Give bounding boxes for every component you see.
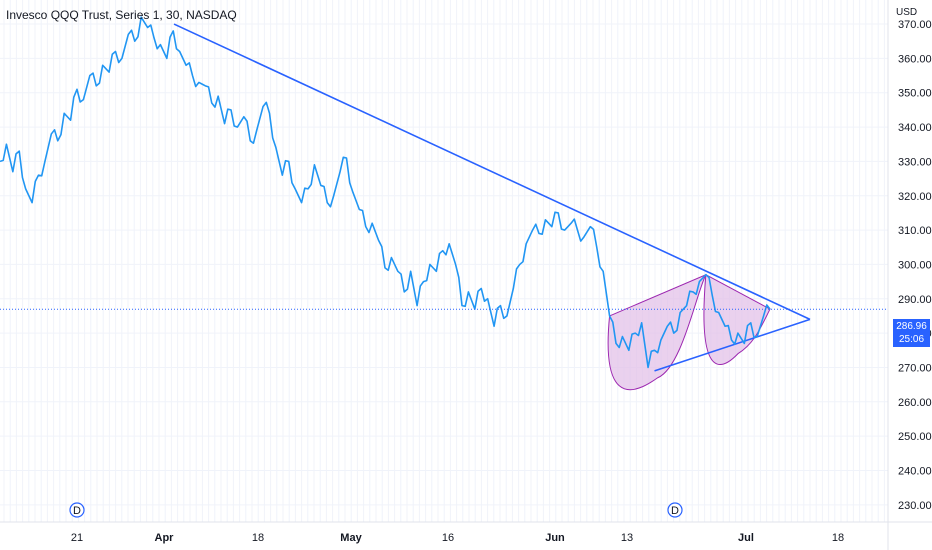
trendline-support[interactable] xyxy=(654,318,811,372)
dividend-marker-label: D xyxy=(73,505,81,517)
bar-countdown: 25:06 xyxy=(898,334,925,345)
y-tick-label: 350.00 xyxy=(898,88,932,100)
y-tick-label: 270.00 xyxy=(898,362,932,374)
dividend-marker[interactable] xyxy=(667,502,683,518)
dividend-marker[interactable] xyxy=(69,502,85,518)
y-tick-label: 250.00 xyxy=(898,431,932,443)
x-tick-label: Jul xyxy=(738,532,754,544)
last-price-value: 286.96 xyxy=(896,321,927,332)
y-tick-label: 340.00 xyxy=(898,122,932,134)
y-tick-label: 310.00 xyxy=(898,225,932,237)
y-tick-label: 300.00 xyxy=(898,259,932,271)
x-tick-label: Jun xyxy=(545,532,565,544)
y-tick-label: 290.00 xyxy=(898,294,932,306)
time-axis-tick-labels: 21 Apr 18 May 16 Jun 13 Jul 18 xyxy=(71,532,844,544)
cup-pattern[interactable] xyxy=(607,273,707,391)
x-tick-label: Apr xyxy=(155,532,175,544)
y-tick-label: 330.00 xyxy=(898,156,932,168)
y-tick-label: 320.00 xyxy=(898,191,932,203)
symbol-title: Invesco QQQ Trust, Series 1, 30, NASDAQ xyxy=(6,8,237,22)
price-axis-tick-labels: 230.00240.00250.00260.00270.00280.00290.… xyxy=(898,19,932,512)
dividend-marker-label: D xyxy=(671,505,679,517)
last-price-tag: 286.96 25:06 xyxy=(893,319,930,347)
x-tick-label: 18 xyxy=(252,532,264,544)
x-tick-label: 16 xyxy=(442,532,454,544)
price-series-line xyxy=(0,16,771,369)
y-tick-label: 370.00 xyxy=(898,19,932,31)
cup-pattern[interactable] xyxy=(703,273,771,365)
x-tick-label: 13 xyxy=(621,532,633,544)
vertical-gridlines xyxy=(3,0,885,522)
trendline-drawings[interactable] xyxy=(173,23,811,372)
y-tick-label: 230.00 xyxy=(898,500,932,512)
cup-pattern-drawings[interactable] xyxy=(607,273,771,391)
trendline-resistance[interactable] xyxy=(173,23,811,321)
x-tick-label: May xyxy=(340,532,362,544)
horizontal-gridlines xyxy=(0,23,888,506)
x-tick-label: 21 xyxy=(71,532,83,544)
y-tick-label: 240.00 xyxy=(898,465,932,477)
y-tick-label: 360.00 xyxy=(898,53,932,65)
price-axis-unit: USD xyxy=(896,7,918,18)
x-tick-label: 18 xyxy=(832,532,844,544)
y-tick-label: 260.00 xyxy=(898,397,932,409)
